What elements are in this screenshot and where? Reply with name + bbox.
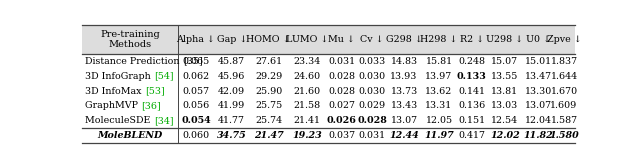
Text: [34]: [34] [154,116,173,125]
Text: 13.73: 13.73 [390,86,418,96]
Text: G298 ↓: G298 ↓ [386,35,422,44]
Text: 21.41: 21.41 [294,116,321,125]
Text: 1.609: 1.609 [550,101,578,110]
Text: 34.75: 34.75 [217,131,246,140]
Text: 3D InfoGraph: 3D InfoGraph [85,72,154,81]
Text: 12.44: 12.44 [389,131,419,140]
Text: 1.670: 1.670 [550,86,577,96]
Text: 24.60: 24.60 [294,72,321,81]
Text: 0.028: 0.028 [328,86,355,96]
Text: 25.75: 25.75 [255,101,282,110]
Text: 29.29: 29.29 [255,72,282,81]
Text: Distance Prediction: Distance Prediction [85,57,182,66]
Text: 0.136: 0.136 [458,101,485,110]
Text: [53]: [53] [145,86,164,96]
Text: 12.05: 12.05 [426,116,452,125]
Text: 0.057: 0.057 [182,86,209,96]
Text: 13.07: 13.07 [525,101,552,110]
Text: 0.056: 0.056 [182,101,210,110]
Text: 42.09: 42.09 [218,86,245,96]
Text: 13.43: 13.43 [390,101,418,110]
Text: 11.97: 11.97 [424,131,454,140]
Text: 0.062: 0.062 [182,72,209,81]
Text: Gap ↓: Gap ↓ [216,35,247,44]
Text: 0.054: 0.054 [181,116,211,125]
Text: GraphMVP: GraphMVP [85,101,141,110]
Text: 0.037: 0.037 [328,131,355,140]
Text: 12.04: 12.04 [525,116,552,125]
Text: 0.030: 0.030 [358,86,386,96]
Text: LUMO ↓: LUMO ↓ [286,35,328,44]
Text: 0.026: 0.026 [327,116,356,125]
Text: 3D InfoMax: 3D InfoMax [85,86,145,96]
Text: 12.54: 12.54 [492,116,518,125]
Text: 13.31: 13.31 [426,101,452,110]
Text: HOMO ↓: HOMO ↓ [246,35,291,44]
Text: [36]: [36] [141,101,161,110]
Text: MoleBLEND: MoleBLEND [97,131,163,140]
Text: MoleculeSDE: MoleculeSDE [85,116,154,125]
Text: Pre-training
Methods: Pre-training Methods [100,30,160,49]
Text: 0.417: 0.417 [458,131,485,140]
Text: 13.47: 13.47 [525,72,552,81]
Text: 41.77: 41.77 [218,116,245,125]
Text: 1.837: 1.837 [550,57,577,66]
Text: 13.97: 13.97 [426,72,452,81]
Text: [35]: [35] [183,57,203,66]
Text: 27.61: 27.61 [255,57,282,66]
Text: 0.031: 0.031 [328,57,355,66]
Text: 0.060: 0.060 [182,131,209,140]
Text: 15.01: 15.01 [525,57,552,66]
Text: 0.027: 0.027 [328,101,355,110]
Text: 13.30: 13.30 [525,86,552,96]
Text: 0.028: 0.028 [357,116,387,125]
Text: 11.82: 11.82 [524,131,553,140]
Text: 45.87: 45.87 [218,57,245,66]
Bar [83,25,575,54]
Text: 25.90: 25.90 [255,86,282,96]
Text: 0.141: 0.141 [458,86,485,96]
Text: Zpve ↓: Zpve ↓ [547,35,581,44]
Text: 0.031: 0.031 [358,131,386,140]
Text: 13.03: 13.03 [492,101,518,110]
Text: Mu ↓: Mu ↓ [328,35,355,44]
Text: 12.02: 12.02 [490,131,520,140]
Text: 15.07: 15.07 [492,57,518,66]
Text: 0.033: 0.033 [358,57,386,66]
Text: 0.029: 0.029 [358,101,386,110]
Text: [54]: [54] [154,72,174,81]
Text: 0.133: 0.133 [457,72,486,81]
Text: 21.60: 21.60 [294,86,321,96]
Text: 23.34: 23.34 [293,57,321,66]
Text: 25.74: 25.74 [255,116,282,125]
Text: 21.47: 21.47 [253,131,284,140]
Text: 0.030: 0.030 [358,72,386,81]
Text: 45.96: 45.96 [218,72,245,81]
Text: Cv ↓: Cv ↓ [360,35,384,44]
Text: 13.55: 13.55 [492,72,518,81]
Text: U298 ↓: U298 ↓ [486,35,524,44]
Text: 0.065: 0.065 [182,57,210,66]
Text: H298 ↓: H298 ↓ [420,35,458,44]
Text: 1.580: 1.580 [549,131,579,140]
Text: 13.07: 13.07 [390,116,418,125]
Text: 41.99: 41.99 [218,101,245,110]
Text: 1.644: 1.644 [550,72,577,81]
Text: 0.151: 0.151 [458,116,485,125]
Text: 13.62: 13.62 [426,86,452,96]
Text: 0.248: 0.248 [458,57,485,66]
Text: 19.23: 19.23 [292,131,322,140]
Text: U0 ↓: U0 ↓ [525,35,550,44]
Text: 0.028: 0.028 [328,72,355,81]
Text: 14.83: 14.83 [390,57,418,66]
Text: 13.93: 13.93 [390,72,418,81]
Text: 13.81: 13.81 [492,86,518,96]
Text: Alpha ↓: Alpha ↓ [177,35,216,44]
Text: 15.81: 15.81 [426,57,452,66]
Text: 21.58: 21.58 [294,101,321,110]
Text: R2 ↓: R2 ↓ [460,35,484,44]
Text: 1.587: 1.587 [550,116,577,125]
